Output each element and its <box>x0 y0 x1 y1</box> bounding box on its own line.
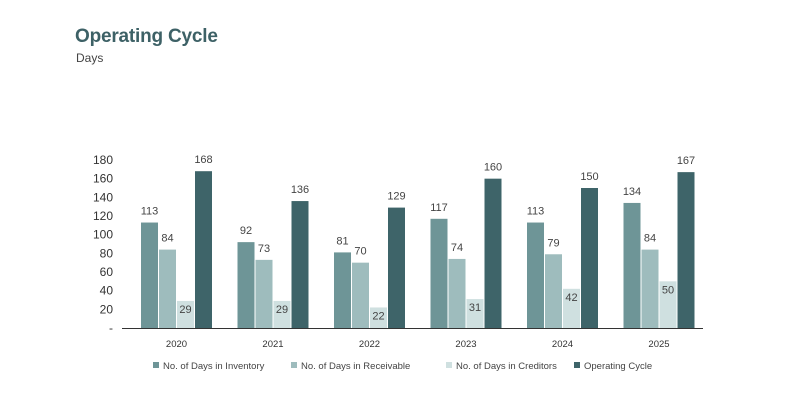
bar <box>659 281 677 328</box>
y-tick-label: 160 <box>93 172 113 186</box>
bar <box>195 171 212 328</box>
bar <box>177 300 194 328</box>
bar <box>159 249 176 328</box>
data-label: 84 <box>644 233 656 245</box>
legend-label: No. of Days in Creditors <box>456 361 557 372</box>
data-label: 134 <box>623 186 641 198</box>
bar <box>545 254 562 328</box>
bar <box>334 252 351 328</box>
bar <box>370 307 387 328</box>
category-label: 2025 <box>648 339 669 350</box>
bar <box>527 222 544 328</box>
legend-swatch <box>574 362 580 368</box>
data-label: 84 <box>161 233 173 245</box>
data-labels: 113 92 81 117 113 134 84 73 70 74 79 84 29 29 22 31 42 50… <box>141 154 695 322</box>
data-label: 150 <box>580 171 598 183</box>
y-tick-label: 40 <box>100 284 114 298</box>
data-label: 117 <box>430 202 448 214</box>
bar <box>430 218 448 328</box>
bar <box>466 299 484 328</box>
chart-title: Operating Cycle <box>75 26 218 47</box>
bar <box>448 258 466 328</box>
data-label: 29 <box>179 304 191 316</box>
y-tick-label: 20 <box>100 302 114 316</box>
data-label: 42 <box>565 292 577 304</box>
chart-subtitle: Days <box>76 51 104 65</box>
legend-swatch <box>446 362 452 368</box>
data-label: 81 <box>336 235 348 247</box>
data-label: 70 <box>354 246 366 258</box>
bars <box>141 171 695 328</box>
bar <box>237 242 255 328</box>
bar <box>352 262 369 328</box>
bar <box>273 300 291 328</box>
bar <box>563 288 580 328</box>
y-tick-label: 80 <box>100 246 114 260</box>
data-label: 50 <box>662 284 674 296</box>
bar <box>623 202 641 328</box>
category-label: 2021 <box>262 339 283 350</box>
bar <box>141 222 158 328</box>
data-label: 160 <box>484 162 502 174</box>
bar <box>255 259 273 328</box>
data-label: 73 <box>258 243 270 255</box>
legend-swatch <box>153 362 159 368</box>
data-label: 31 <box>469 302 481 314</box>
y-tick-label: 180 <box>93 153 113 167</box>
data-label: 22 <box>372 310 384 322</box>
category-labels: 2020 2021 2022 2023 2024 2025 <box>166 339 670 350</box>
data-label: 79 <box>547 237 559 249</box>
legend-label: No. of Days in Inventory <box>163 361 265 372</box>
data-label: 29 <box>276 304 288 316</box>
legend[interactable]: No. of Days in Inventory No. of Days in R… <box>153 361 652 372</box>
data-label: 92 <box>240 225 252 237</box>
legend-swatch <box>291 362 297 368</box>
legend-label: No. of Days in Receivable <box>301 361 410 372</box>
data-label: 167 <box>677 155 695 167</box>
category-label: 2023 <box>455 339 476 350</box>
bar <box>677 172 695 328</box>
data-label: 113 <box>141 206 159 218</box>
y-tick-label: 100 <box>93 228 113 242</box>
data-label: 136 <box>291 184 309 196</box>
y-tick-label: - <box>109 321 113 335</box>
data-label: 129 <box>387 191 405 203</box>
legend-label: Operating Cycle <box>584 361 652 372</box>
bar <box>581 188 598 328</box>
y-tick-label: 120 <box>93 209 113 223</box>
bar <box>388 207 405 328</box>
y-tick-label: 60 <box>100 265 114 279</box>
bar <box>291 201 309 328</box>
data-label: 113 <box>527 206 545 218</box>
data-label: 168 <box>194 154 212 166</box>
data-label: 74 <box>451 242 463 254</box>
category-label: 2024 <box>552 339 573 350</box>
bar <box>641 249 659 328</box>
bar <box>484 178 502 328</box>
y-tick-label: 140 <box>93 190 113 204</box>
category-label: 2022 <box>359 339 380 350</box>
category-label: 2020 <box>166 339 187 350</box>
y-axis-labels: - 20 40 60 80 100 120 140 160 180 <box>93 153 113 335</box>
